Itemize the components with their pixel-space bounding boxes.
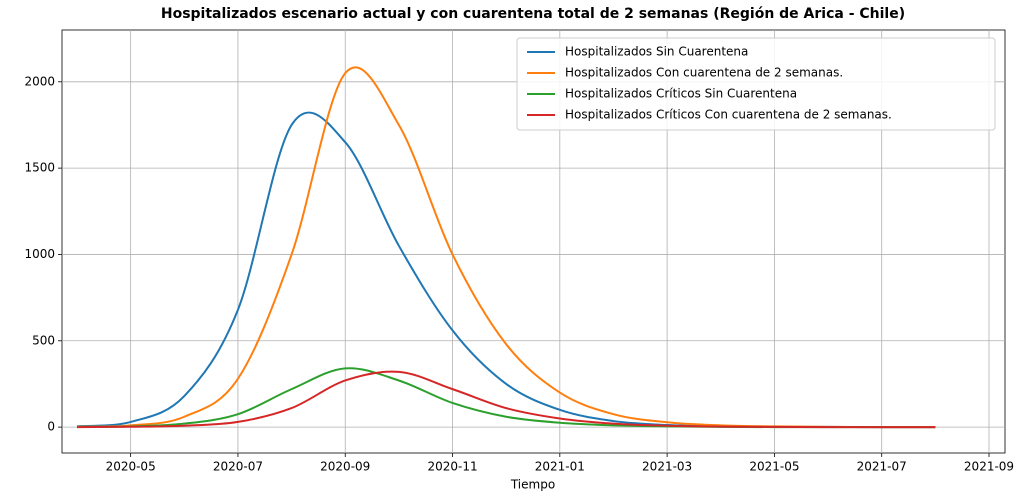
y-tick-label: 1500 xyxy=(24,161,55,175)
legend: Hospitalizados Sin Cuarentena Hospitaliza… xyxy=(516,37,996,131)
legend-label: Hospitalizados Críticos Sin Cuarentena xyxy=(565,87,797,101)
chart-title: Hospitalizados escenario actual y con cu… xyxy=(161,6,905,22)
x-tick-label: 2021-09 xyxy=(964,460,1014,474)
plot-frame xyxy=(61,29,1006,454)
x-tick-label: 2021-01 xyxy=(535,460,585,474)
line-series xyxy=(76,370,936,429)
x-tick-label: 2021-07 xyxy=(857,460,907,474)
legend-box xyxy=(516,37,996,131)
y-tick-label: 500 xyxy=(32,333,55,347)
line-series xyxy=(76,367,936,429)
y-tick-label: 2000 xyxy=(24,74,55,88)
legend-label: Hospitalizados Con cuarentena de 2 seman… xyxy=(565,66,843,80)
x-tick-label: 2020-07 xyxy=(213,460,263,474)
legend-label: Hospitalizados Sin Cuarentena xyxy=(565,45,748,59)
line-series xyxy=(76,111,936,429)
legend-label: Hospitalizados Críticos Con cuarentena d… xyxy=(565,108,892,122)
x-axis-label: Tiempo xyxy=(510,478,555,492)
x-tick-label: 2021-03 xyxy=(642,460,692,474)
x-tick-label: 2020-09 xyxy=(320,460,370,474)
y-tick-label: 1000 xyxy=(24,247,55,261)
y-tick-label: 0 xyxy=(47,420,55,434)
x-tick-label: 2021-05 xyxy=(749,460,799,474)
x-tick-label: 2020-05 xyxy=(106,460,156,474)
x-tick-label: 2020-11 xyxy=(427,460,477,474)
